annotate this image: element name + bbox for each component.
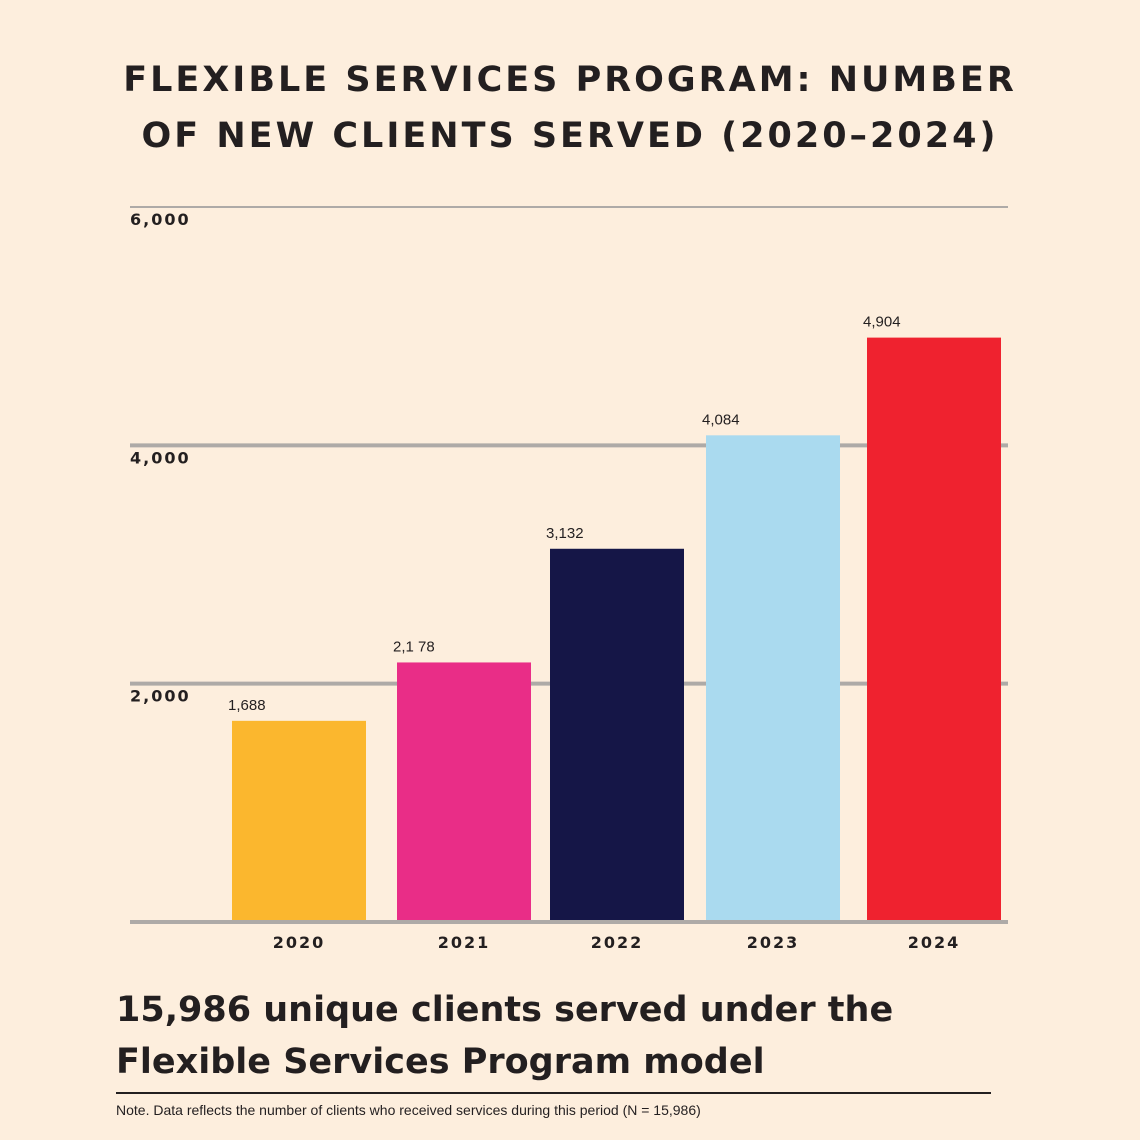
bar-2024 xyxy=(867,337,1001,920)
summary-headline-line-2: Flexible Services Program model xyxy=(116,1042,765,1082)
footnote: Note. Data reflects the number of client… xyxy=(116,1102,701,1118)
divider-rule xyxy=(116,1092,991,1094)
summary-headline: 15,986 unique clients served under the F… xyxy=(116,984,1016,1088)
bar-2023 xyxy=(706,435,840,920)
data-label: 3,132 xyxy=(546,525,584,542)
data-label: 1,688 xyxy=(228,697,266,714)
x-tick-label: 2023 xyxy=(747,933,800,952)
data-label: 4,904 xyxy=(863,314,901,331)
x-tick-label: 2022 xyxy=(591,933,644,952)
bar-2022 xyxy=(550,548,684,920)
bar-chart: 2,000 4,000 6,000 1,688 2,1 78 3,132 4,084 4,9… xyxy=(130,206,1008,952)
x-tick-label: 2020 xyxy=(273,933,326,952)
x-tick-label: 2024 xyxy=(908,933,961,952)
bar-2021 xyxy=(397,662,531,920)
data-label: 4,084 xyxy=(702,411,740,428)
chart-title-line-1: FLEXIBLE SERVICES PROGRAM: NUMBER xyxy=(123,60,1017,100)
summary-headline-line-1: 15,986 unique clients served under the xyxy=(116,990,894,1030)
bar-2020 xyxy=(232,720,366,920)
data-label: 2,1 78 xyxy=(393,638,435,655)
y-tick-label: 4,000 xyxy=(130,448,191,467)
chart-title-line-2: OF NEW CLIENTS SERVED (2020–2024) xyxy=(141,116,999,156)
x-tick-label: 2021 xyxy=(438,933,491,952)
chart-title: FLEXIBLE SERVICES PROGRAM: NUMBER OF NEW… xyxy=(0,52,1140,164)
y-tick-label: 2,000 xyxy=(130,687,191,706)
y-tick-label: 6,000 xyxy=(130,210,191,229)
